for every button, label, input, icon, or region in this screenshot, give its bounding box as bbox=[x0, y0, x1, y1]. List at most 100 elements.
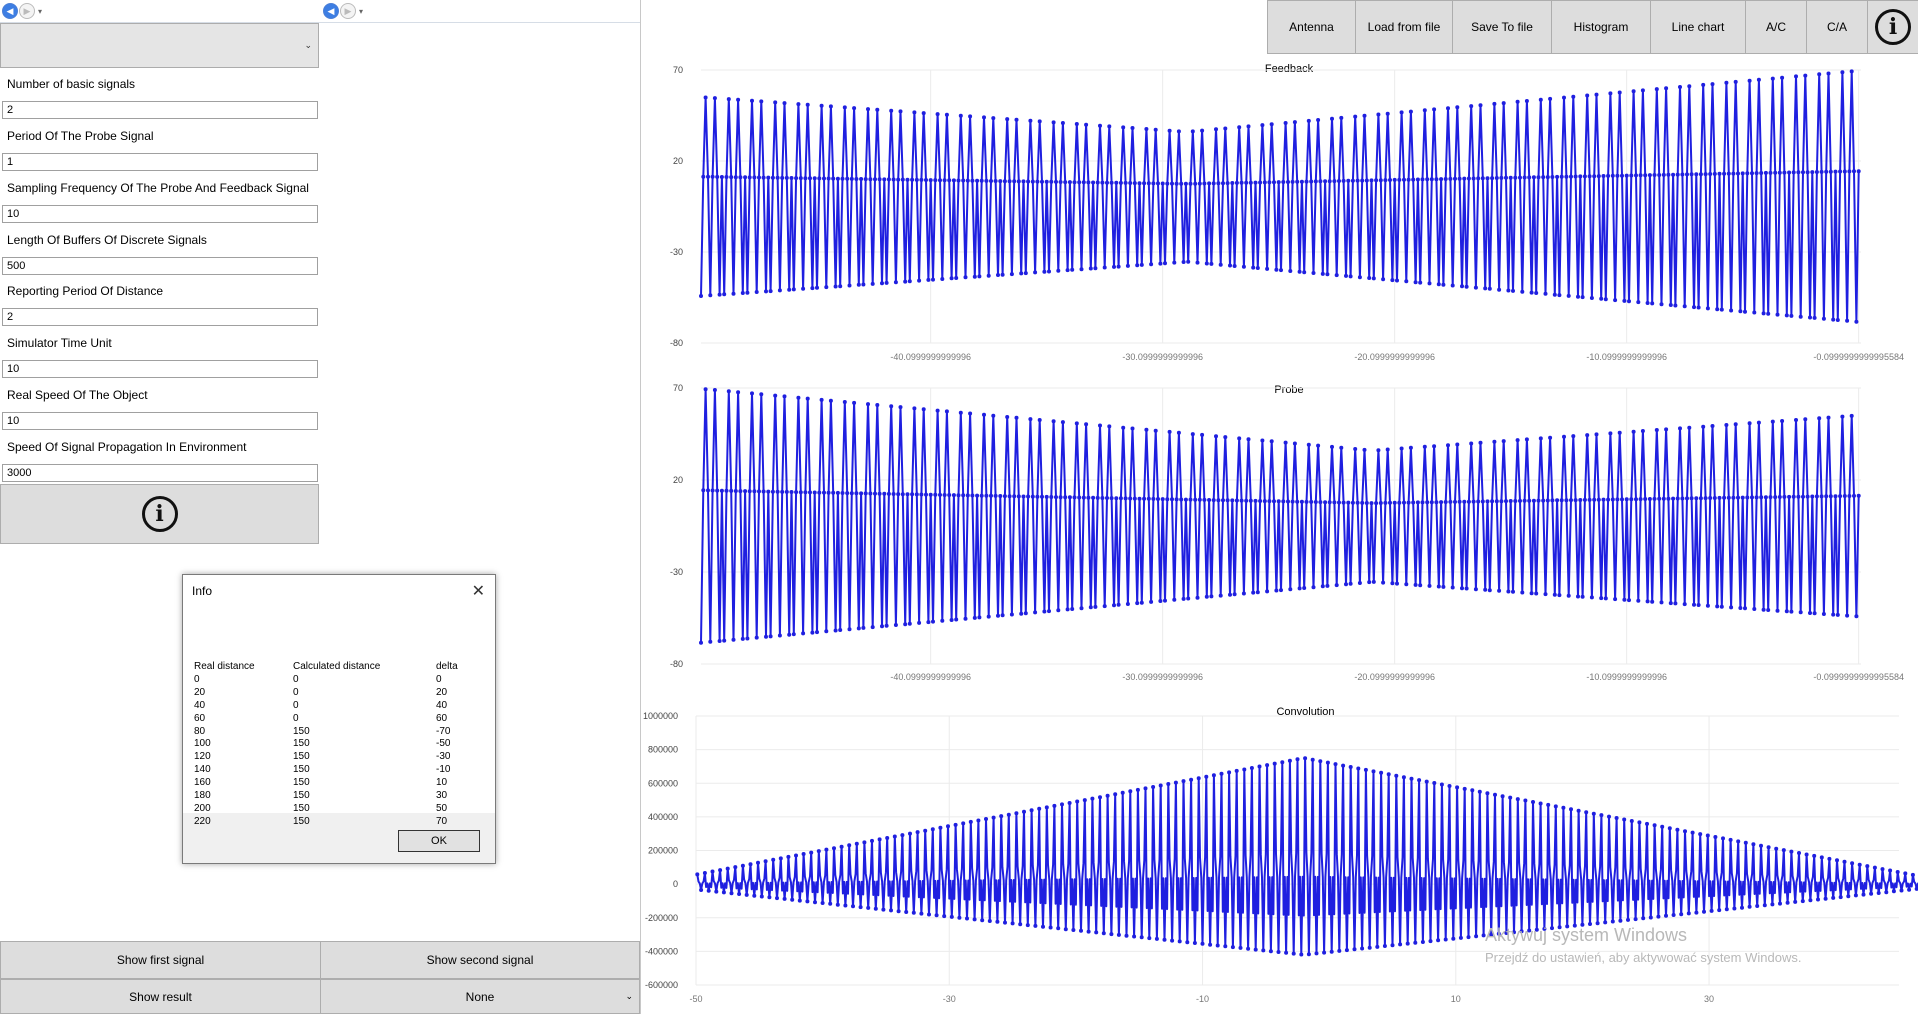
close-icon[interactable]: ✕ bbox=[471, 583, 485, 600]
back-icon[interactable]: ◀ bbox=[323, 3, 339, 19]
data-point bbox=[1733, 79, 1738, 84]
data-point bbox=[1019, 611, 1024, 616]
data-point bbox=[773, 100, 778, 105]
data-point bbox=[1353, 447, 1358, 451]
data-point bbox=[1750, 171, 1754, 176]
data-point bbox=[1493, 792, 1497, 797]
data-point bbox=[1766, 608, 1771, 612]
param-input[interactable] bbox=[2, 360, 318, 378]
data-point bbox=[1281, 180, 1286, 184]
data-point bbox=[1534, 927, 1539, 932]
param-input[interactable] bbox=[2, 205, 318, 223]
data-point bbox=[1333, 762, 1338, 767]
data-point bbox=[1773, 170, 1778, 175]
data-point bbox=[1037, 806, 1042, 811]
data-point bbox=[1153, 127, 1158, 132]
forward-icon[interactable]: ▶ bbox=[19, 3, 35, 19]
watermark-subtitle: Przejdź do ustawień, aby aktywować syste… bbox=[1485, 950, 1802, 965]
data-point bbox=[1614, 816, 1619, 820]
show-first-signal-button[interactable]: Show first signal bbox=[0, 941, 321, 979]
data-point bbox=[1295, 179, 1300, 184]
data-point bbox=[1223, 435, 1228, 440]
data-point bbox=[1070, 267, 1075, 272]
data-point bbox=[1576, 294, 1580, 299]
data-point bbox=[1102, 265, 1107, 270]
data-point bbox=[766, 489, 771, 494]
data-point bbox=[1515, 797, 1520, 802]
signal-combo[interactable]: ⌄ bbox=[0, 23, 319, 68]
data-point bbox=[1469, 441, 1474, 446]
y-tick-label: 0 bbox=[673, 879, 678, 889]
param-input[interactable] bbox=[2, 464, 318, 482]
param-input[interactable] bbox=[2, 412, 318, 430]
data-point bbox=[1306, 952, 1311, 957]
data-point bbox=[893, 623, 898, 627]
data-point bbox=[1142, 496, 1147, 501]
data-point bbox=[1678, 426, 1682, 431]
ok-button[interactable]: OK bbox=[398, 830, 480, 852]
tab-save-to-file[interactable]: Save To file bbox=[1452, 0, 1552, 54]
data-point bbox=[1566, 593, 1571, 598]
data-point bbox=[1197, 497, 1202, 502]
data-point bbox=[1780, 419, 1785, 423]
info-button[interactable]: i bbox=[0, 484, 319, 544]
tab-line-chart[interactable]: Line chart bbox=[1650, 0, 1746, 54]
data-point bbox=[1239, 180, 1244, 185]
data-point bbox=[1504, 175, 1508, 180]
show-result-button[interactable]: Show result bbox=[0, 979, 321, 1014]
data-point bbox=[1084, 122, 1089, 127]
data-point bbox=[1014, 117, 1019, 122]
data-point bbox=[701, 174, 706, 179]
tab-c-a[interactable]: C/A bbox=[1806, 0, 1868, 54]
mode-select[interactable]: None ⌄ bbox=[320, 979, 640, 1014]
x-tick-label: -30 bbox=[943, 994, 956, 1004]
data-point bbox=[1485, 499, 1490, 504]
data-point bbox=[1731, 171, 1736, 176]
data-point bbox=[880, 281, 884, 286]
data-point bbox=[1708, 496, 1713, 500]
data-point bbox=[1763, 495, 1768, 500]
param-input[interactable] bbox=[2, 153, 318, 171]
chevron-down-icon[interactable]: ▾ bbox=[359, 6, 364, 16]
data-point bbox=[1378, 501, 1383, 505]
data-point bbox=[845, 491, 850, 496]
data-point bbox=[1272, 499, 1276, 504]
data-point bbox=[1652, 496, 1657, 501]
data-point bbox=[1272, 180, 1276, 185]
x-tick-label: -40.0999999999996 bbox=[890, 352, 971, 362]
data-point bbox=[1519, 929, 1524, 934]
param-input[interactable] bbox=[2, 101, 318, 119]
data-point bbox=[1348, 274, 1353, 279]
data-point bbox=[1344, 273, 1348, 278]
data-point bbox=[838, 628, 843, 632]
data-point bbox=[780, 489, 785, 494]
data-point bbox=[808, 490, 812, 495]
param-input[interactable] bbox=[2, 308, 318, 326]
data-point bbox=[1541, 175, 1546, 180]
param-input[interactable] bbox=[2, 257, 318, 275]
chevron-down-icon[interactable]: ▾ bbox=[38, 6, 43, 16]
data-point bbox=[1478, 103, 1483, 108]
data-point bbox=[1872, 865, 1877, 870]
info-tab-button[interactable]: i bbox=[1867, 0, 1918, 54]
data-point bbox=[1292, 120, 1297, 125]
data-point bbox=[944, 112, 949, 117]
tab-histogram[interactable]: Histogram bbox=[1551, 0, 1651, 54]
data-point bbox=[714, 889, 719, 894]
tab-antenna[interactable]: Antenna bbox=[1267, 0, 1356, 54]
table-cell: 80 bbox=[194, 725, 206, 737]
data-point bbox=[1794, 74, 1798, 79]
data-point bbox=[706, 174, 710, 179]
data-point bbox=[1253, 947, 1258, 952]
show-second-signal-button[interactable]: Show second signal bbox=[320, 941, 640, 979]
data-point bbox=[1125, 263, 1130, 268]
data-point bbox=[1364, 501, 1369, 505]
data-point bbox=[1876, 891, 1881, 895]
data-point bbox=[1580, 594, 1585, 599]
data-point bbox=[1636, 300, 1641, 305]
data-point bbox=[1417, 778, 1422, 783]
back-icon[interactable]: ◀ bbox=[2, 3, 18, 19]
data-point bbox=[1223, 126, 1228, 131]
data-point bbox=[770, 489, 775, 494]
forward-icon[interactable]: ▶ bbox=[340, 3, 356, 19]
